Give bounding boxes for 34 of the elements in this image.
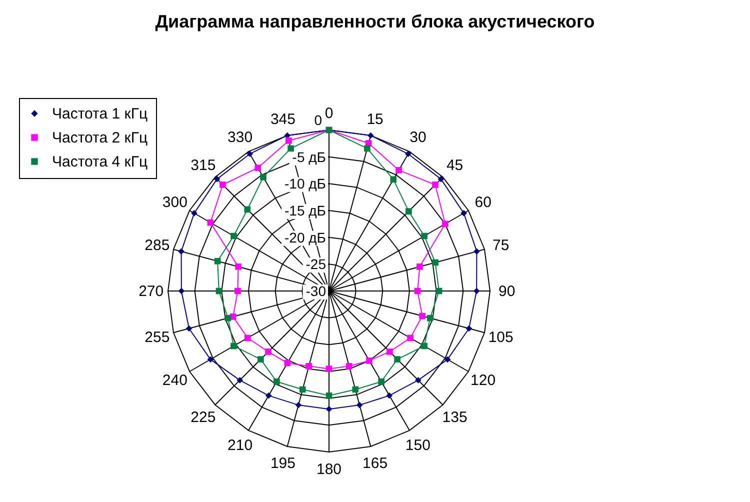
spoke-label: 150 bbox=[405, 437, 430, 454]
spoke-label: 240 bbox=[162, 372, 188, 389]
spoke-label: 75 bbox=[492, 236, 510, 254]
spoke-label: 15 bbox=[366, 111, 384, 128]
y-tick-label: 0 bbox=[324, 105, 334, 122]
spoke-label: 285 bbox=[144, 236, 170, 254]
spoke-label: 330 bbox=[228, 128, 253, 146]
y-tick-label: -10 дБ bbox=[284, 176, 326, 192]
spoke-label: 105 bbox=[488, 329, 514, 346]
spoke-label: 45 bbox=[446, 157, 464, 174]
spoke-label: 210 bbox=[228, 437, 253, 454]
spoke-label: 30 bbox=[410, 128, 426, 146]
spoke-label: 270 bbox=[138, 283, 164, 300]
spoke-label: 120 bbox=[470, 372, 496, 389]
spoke-label: 300 bbox=[162, 194, 188, 212]
y-tick-label: -5 дБ bbox=[292, 148, 326, 165]
spoke-label: 315 bbox=[190, 157, 216, 174]
y-tick-label: -25 bbox=[306, 256, 326, 272]
spoke-label: 225 bbox=[190, 408, 216, 426]
y-tick-label: -30 bbox=[306, 283, 326, 299]
spoke-label: 180 bbox=[316, 460, 342, 478]
spoke-label: 90 bbox=[498, 283, 516, 300]
chart-title: Диаграмма направленности блока акустического bbox=[155, 12, 595, 32]
y-tick-label: -20 дБ bbox=[284, 229, 326, 246]
legend-label: Частота 2 кГц bbox=[52, 130, 148, 146]
spoke-label: 255 bbox=[144, 329, 170, 346]
spoke-label: 135 bbox=[442, 408, 468, 426]
spoke-label: 345 bbox=[270, 111, 296, 128]
legend-label: Частота 1 кГц bbox=[52, 106, 148, 122]
legend-label: Частота 4 кГц bbox=[52, 154, 148, 170]
y-tick-label: -15 дБ bbox=[284, 202, 326, 218]
spoke-label: 195 bbox=[270, 454, 296, 472]
spoke-label: 165 bbox=[362, 454, 388, 472]
spoke-label: 60 bbox=[474, 194, 492, 212]
